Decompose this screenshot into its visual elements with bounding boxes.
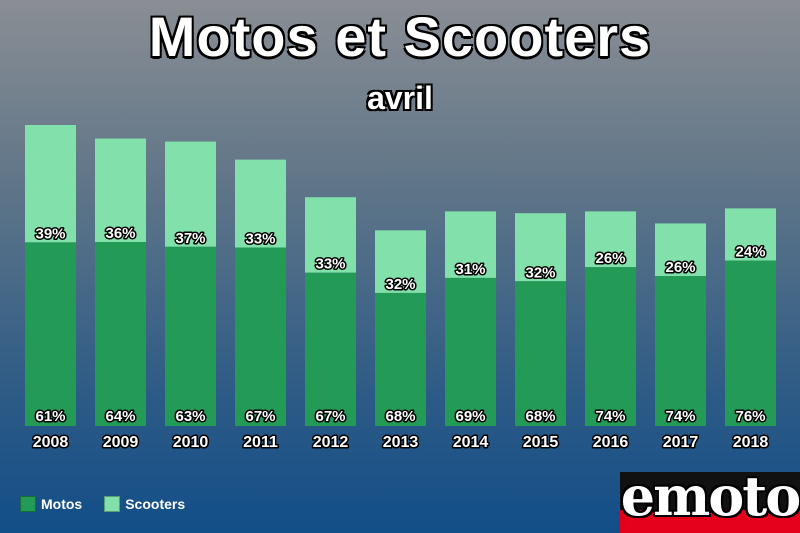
x-tick-label-2010: 2010	[173, 434, 209, 451]
bar-motos-2018	[725, 260, 776, 426]
bar-motos-2013	[375, 292, 426, 426]
bar-motos-2015	[515, 281, 566, 426]
bar-scooters-2011	[235, 159, 286, 248]
bar-scooters-2017	[655, 223, 706, 277]
data-label-scooters-2010: 37%	[175, 230, 205, 247]
x-tick-label-2014: 2014	[453, 434, 489, 451]
data-label-scooters-2014: 31%	[455, 261, 485, 278]
stacked-bar-chart: 39% 61% 2008 36% 64% 2009 37% 63% 2010 33% 67% 2011…	[25, 125, 776, 453]
bar-motos-2017	[655, 276, 706, 426]
bar-motos-2014	[445, 277, 496, 426]
bar-motos-2012	[305, 272, 356, 426]
x-tick-label-2017: 2017	[663, 434, 699, 451]
emoto-logo[interactable]: emoto	[620, 472, 800, 533]
bar-motos-2009	[95, 242, 146, 426]
bar-scooters-2018	[725, 208, 776, 261]
data-label-motos-2011: 67%	[245, 408, 275, 425]
bar-motos-2011	[235, 247, 286, 426]
bar-motos-2016	[585, 267, 636, 426]
bar-scooters-2016	[585, 211, 636, 268]
x-tick-label-2012: 2012	[313, 434, 349, 451]
bar-scooters-2009	[95, 138, 146, 243]
legend-swatch-scooters	[104, 496, 121, 512]
x-tick-label-2011: 2011	[243, 434, 278, 451]
bar-scooters-2014	[445, 211, 496, 278]
logo-text: emoto	[620, 472, 800, 528]
data-label-scooters-2018: 24%	[735, 244, 765, 261]
x-tick-label-2018: 2018	[733, 434, 769, 451]
data-label-scooters-2016: 26%	[595, 250, 625, 267]
data-label-scooters-2017: 26%	[665, 259, 695, 276]
data-label-scooters-2009: 36%	[105, 225, 135, 242]
data-label-scooters-2013: 32%	[385, 276, 415, 293]
data-label-motos-2009: 64%	[105, 408, 135, 425]
x-tick-label-2009: 2009	[103, 434, 139, 451]
bar-scooters-2015	[515, 213, 566, 282]
data-label-motos-2012: 67%	[315, 408, 345, 425]
bar-scooters-2012	[305, 197, 356, 273]
legend-item-scooters[interactable]: Scooters	[104, 496, 185, 512]
bar-motos-2010	[165, 246, 216, 426]
bar-scooters-2013	[375, 230, 426, 293]
x-tick-label-2013: 2013	[383, 434, 419, 451]
x-tick-label-2015: 2015	[523, 434, 559, 451]
data-label-scooters-2015: 32%	[525, 264, 555, 281]
legend-item-motos[interactable]: Motos	[20, 496, 82, 512]
data-label-scooters-2008: 39%	[35, 225, 65, 242]
data-label-scooters-2012: 33%	[315, 256, 345, 273]
legend-swatch-motos	[20, 496, 36, 512]
data-label-scooters-2011: 33%	[245, 231, 275, 248]
data-label-motos-2010: 63%	[175, 408, 205, 425]
legend-label-motos: Motos	[41, 496, 83, 512]
x-tick-label-2016: 2016	[593, 434, 629, 451]
x-tick-label-2008: 2008	[33, 434, 69, 451]
data-label-motos-2016: 74%	[595, 408, 625, 425]
bar-motos-2008	[25, 242, 76, 426]
data-label-motos-2017: 74%	[665, 408, 695, 425]
legend: Motos Scooters	[20, 496, 207, 512]
data-label-motos-2018: 76%	[735, 408, 765, 425]
data-label-motos-2008: 61%	[35, 408, 65, 425]
bar-scooters-2008	[25, 125, 76, 243]
chart-title: Motos et Scooters	[148, 5, 652, 68]
data-label-motos-2013: 68%	[385, 408, 415, 425]
data-label-motos-2014: 69%	[455, 408, 485, 425]
legend-label-scooters: Scooters	[125, 496, 186, 512]
data-label-motos-2015: 68%	[525, 408, 555, 425]
chart-subtitle: avril	[367, 80, 433, 116]
bar-scooters-2010	[165, 141, 216, 247]
